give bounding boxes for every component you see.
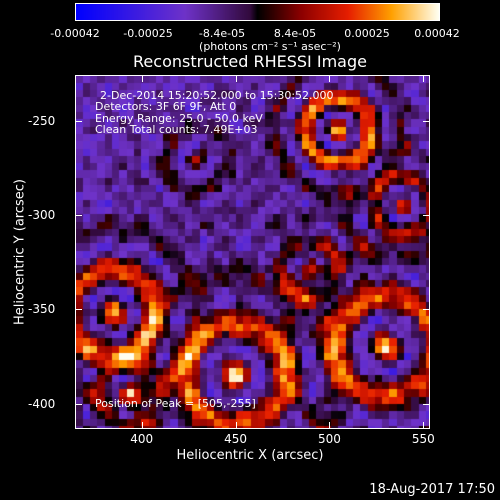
y-axis-label: Heliocentric Y (arcsec) xyxy=(12,179,28,325)
y-tick-mark xyxy=(423,309,430,311)
x-tick-mark xyxy=(329,422,331,429)
x-tick-mark xyxy=(141,422,143,429)
annotation-time-range: 2-Dec-2014 15:20:52.000 to 15:30:52.000 xyxy=(100,89,334,102)
y-tick-label: -350 xyxy=(28,302,56,317)
chart-title: Reconstructed RHESSI Image xyxy=(133,52,367,71)
colorbar-unit-label: (photons cm⁻² s⁻¹ asec⁻²) xyxy=(199,40,341,53)
y-tick-mark xyxy=(423,215,430,217)
y-tick-mark xyxy=(75,309,82,311)
x-tick-label: 500 xyxy=(318,432,341,446)
x-tick-label: 450 xyxy=(224,432,248,446)
footer-timestamp: 18-Aug-2017 17:50 xyxy=(369,482,495,497)
annotation-energy-range: Energy Range: 25.0 - 50.0 keV xyxy=(95,112,263,125)
plot-frame xyxy=(75,75,430,429)
annotation-detectors: Detectors: 3F 6F 9F, Att 0 xyxy=(95,100,237,113)
x-tick-mark xyxy=(329,75,331,82)
x-tick-mark xyxy=(423,422,425,429)
annotation-peak-position: Position of Peak = [505,-255] xyxy=(95,397,256,410)
colorbar-tick-label: 8.4e-05 xyxy=(273,27,317,40)
colorbar-tick-label: 0.00025 xyxy=(344,27,390,40)
x-tick-label: 550 xyxy=(411,432,435,446)
y-tick-mark xyxy=(75,215,82,217)
x-tick-mark xyxy=(423,75,425,82)
y-tick-label: -250 xyxy=(28,114,56,129)
y-tick-mark xyxy=(75,121,82,123)
colorbar-tick-label: -0.00025 xyxy=(123,27,173,40)
x-tick-label: 400 xyxy=(130,432,154,446)
colorbar-tick-label: 0.00042 xyxy=(414,27,460,40)
x-axis-label: Heliocentric X (arcsec) xyxy=(176,448,324,463)
y-tick-mark xyxy=(423,403,430,405)
x-tick-mark xyxy=(235,422,237,429)
y-tick-label: -400 xyxy=(28,396,56,411)
x-tick-mark xyxy=(235,75,237,82)
annotation-clean-total: Clean Total counts: 7.49E+03 xyxy=(95,123,258,136)
colorbar-tick-label: -8.4e-05 xyxy=(198,27,246,40)
x-tick-mark xyxy=(141,75,143,82)
colorbar xyxy=(75,3,440,21)
y-tick-mark xyxy=(75,403,82,405)
colorbar-tick-label: -0.00042 xyxy=(50,27,100,40)
y-tick-mark xyxy=(423,121,430,123)
y-tick-label: -300 xyxy=(28,208,56,223)
heatmap-image xyxy=(76,76,429,428)
